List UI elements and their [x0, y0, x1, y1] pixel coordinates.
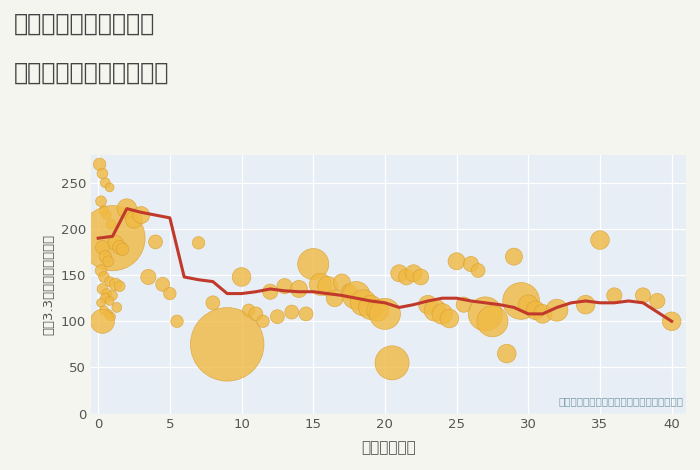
Point	[94, 161, 105, 168]
Point	[300, 310, 312, 318]
Point	[117, 245, 128, 253]
Point	[466, 260, 477, 268]
Point	[222, 341, 233, 348]
Point	[344, 288, 355, 296]
X-axis label: 築年数（年）: 築年数（年）	[361, 440, 416, 455]
Point	[537, 310, 548, 318]
Point	[110, 281, 121, 288]
Point	[652, 297, 663, 305]
Point	[104, 297, 116, 305]
Point	[99, 253, 111, 260]
Point	[106, 313, 117, 321]
Point	[351, 292, 362, 299]
Point	[401, 273, 412, 281]
Text: 円の大きさは、取引のあった物件面積を示す: 円の大きさは、取引のあった物件面積を示す	[558, 396, 683, 406]
Point	[98, 306, 109, 314]
Point	[128, 216, 139, 223]
Point	[336, 279, 347, 286]
Point	[111, 304, 122, 311]
Point	[515, 297, 526, 305]
Point	[609, 292, 620, 299]
Point	[473, 267, 484, 274]
Point	[530, 306, 541, 314]
Text: 築年数別中古戸建て価格: 築年数別中古戸建て価格	[14, 61, 169, 85]
Point	[372, 306, 384, 314]
Point	[97, 285, 108, 293]
Point	[193, 239, 204, 247]
Point	[102, 212, 113, 219]
Point	[98, 207, 109, 214]
Point	[523, 301, 534, 308]
Point	[243, 306, 254, 314]
Point	[480, 310, 491, 318]
Point	[422, 301, 433, 308]
Point	[157, 281, 168, 288]
Point	[272, 313, 283, 321]
Text: 東京都立川市羽衣町の: 東京都立川市羽衣町の	[14, 12, 155, 36]
Point	[393, 269, 405, 277]
Point	[95, 197, 106, 205]
Point	[97, 318, 108, 325]
Point	[99, 179, 111, 187]
Point	[104, 184, 116, 191]
Point	[97, 243, 108, 251]
Point	[666, 318, 678, 325]
Point	[286, 308, 297, 316]
Point	[106, 220, 117, 228]
Point	[501, 350, 512, 357]
Point	[552, 306, 563, 314]
Point	[143, 273, 154, 281]
Point	[103, 258, 114, 265]
Point	[451, 258, 462, 265]
Point	[594, 236, 606, 244]
Point	[444, 315, 455, 322]
Point	[322, 282, 333, 290]
Point	[293, 285, 304, 293]
Point	[104, 278, 116, 285]
Point	[365, 304, 376, 311]
Point	[95, 299, 106, 306]
Point	[458, 301, 470, 308]
Point	[95, 267, 106, 274]
Point	[386, 359, 398, 367]
Point	[379, 310, 391, 318]
Point	[136, 212, 147, 219]
Point	[98, 273, 109, 281]
Point	[110, 239, 121, 247]
Point	[580, 301, 592, 308]
Point	[279, 282, 290, 290]
Point	[114, 243, 125, 251]
Point	[236, 273, 247, 281]
Point	[508, 253, 519, 260]
Point	[258, 318, 269, 325]
Point	[430, 306, 441, 314]
Point	[102, 290, 113, 298]
Point	[99, 294, 111, 302]
Point	[307, 260, 318, 268]
Point	[251, 310, 262, 318]
Y-axis label: 坪（3.3㎡）単価（万円）: 坪（3.3㎡）単価（万円）	[42, 234, 55, 335]
Point	[486, 318, 498, 325]
Point	[638, 292, 649, 299]
Point	[103, 310, 114, 318]
Point	[437, 310, 448, 318]
Point	[207, 299, 218, 306]
Point	[164, 290, 176, 298]
Point	[329, 294, 340, 302]
Point	[114, 282, 125, 290]
Point	[97, 170, 108, 177]
Point	[408, 269, 419, 277]
Point	[415, 273, 426, 281]
Point	[150, 238, 161, 246]
Point	[265, 288, 276, 296]
Point	[121, 205, 132, 212]
Point	[172, 318, 183, 325]
Point	[107, 292, 118, 299]
Point	[358, 299, 369, 306]
Point	[107, 235, 118, 242]
Point	[315, 281, 326, 288]
